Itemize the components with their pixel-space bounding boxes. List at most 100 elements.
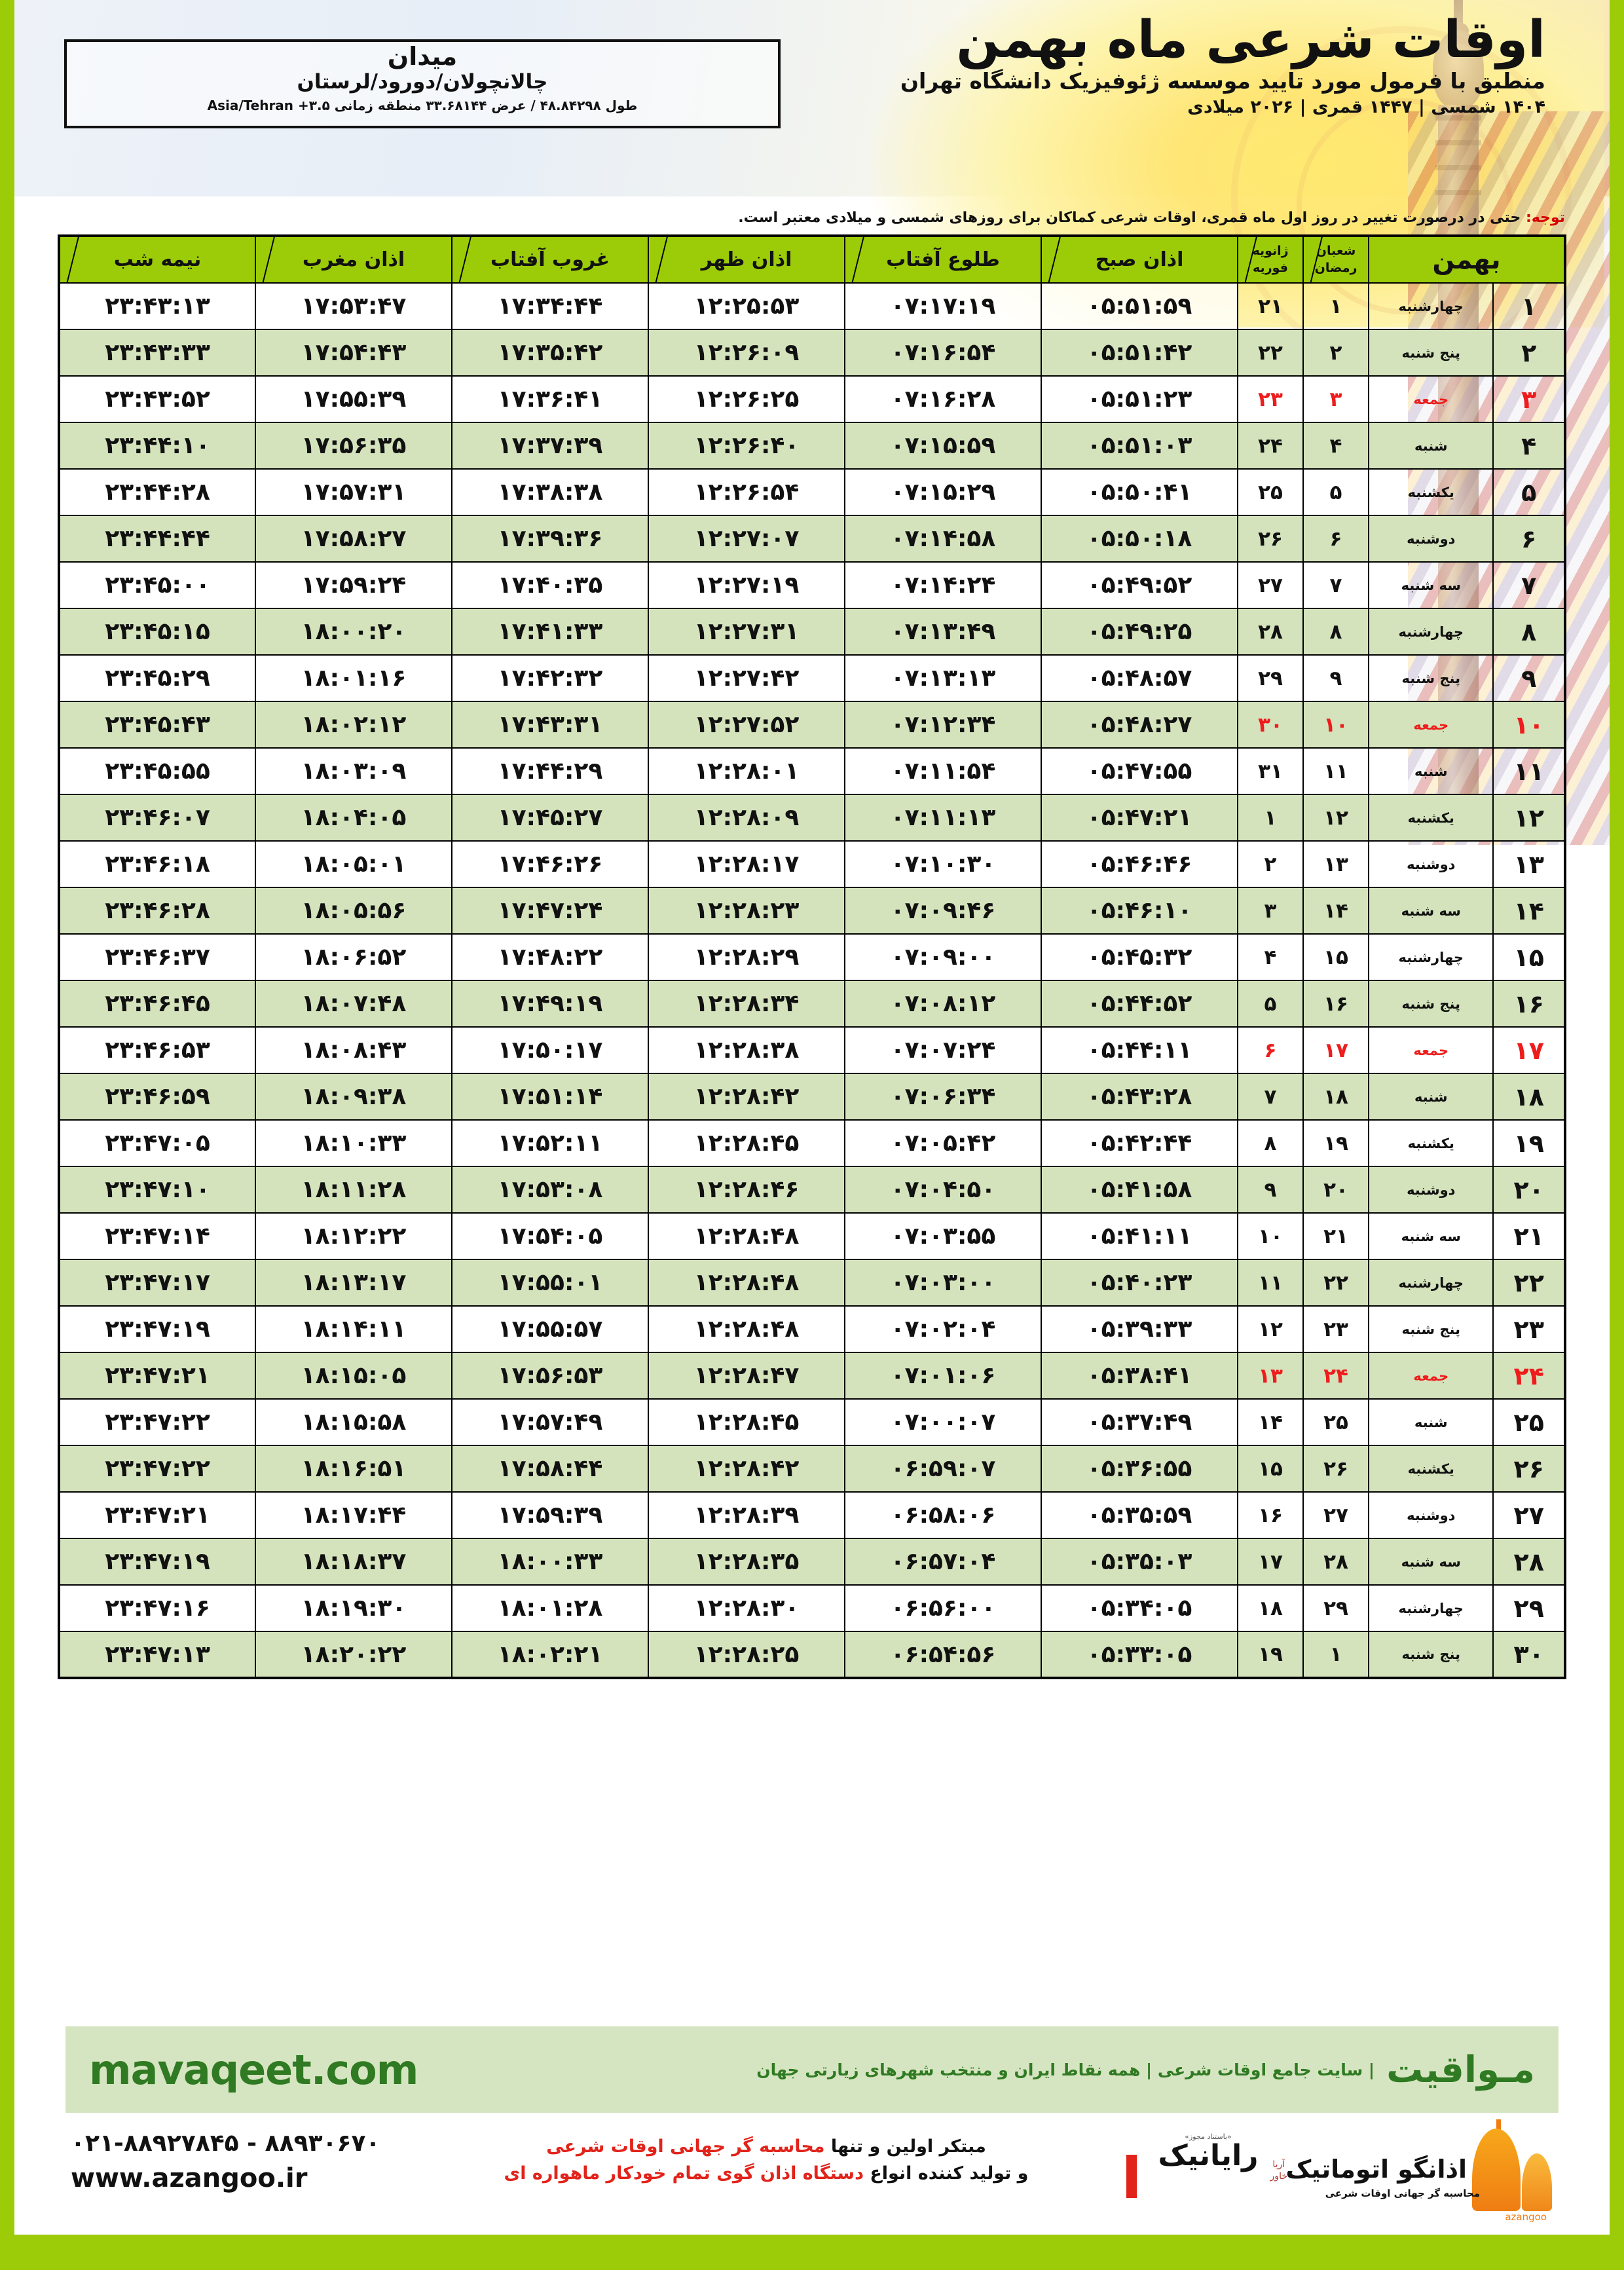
table-row: ۱۴ سه شنبه ۱۴ ۳ ۰۵:۴۶:۱۰ ۰۷:۰۹:۴۶ ۱۲:۲۸:۲۳ ۱۷:۴… xyxy=(58,887,1566,935)
cell-dhuhr-time: ۱۲:۲۷:۳۱ xyxy=(648,608,846,656)
cell-sunrise-time: ۰۷:۱۷:۱۹ xyxy=(844,282,1043,330)
col-header-sunset: غروب آفتاب xyxy=(451,235,650,284)
cell-maghrib-time: ۱۸:۰۸:۴۳ xyxy=(255,1026,453,1074)
cell-hijri-day: ۲ xyxy=(1302,329,1370,377)
cell-midnight-time: ۲۳:۴۳:۳۳ xyxy=(58,329,257,377)
cell-sunset-time: ۱۷:۴۳:۳۱ xyxy=(451,701,650,749)
footer-contact: ۰۲۱-۸۸۹۲۷۸۴۵ - ۸۸۹۳۰۶۷۰ www.azangoo.ir xyxy=(71,2130,437,2193)
table-row: ۲۶ یکشنبه ۲۶ ۱۵ ۰۵:۳۶:۵۵ ۰۶:۵۹:۰۷ ۱۲:۲۸:۴۲ ۱۷:۵… xyxy=(58,1445,1566,1493)
cell-gregorian-day: ۲۵ xyxy=(1237,468,1304,516)
cell-dhuhr-time: ۱۲:۲۸:۴۵ xyxy=(648,1119,846,1167)
cell-midnight-time: ۲۳:۴۳:۵۲ xyxy=(58,375,257,423)
cell-weekday: چهارشنبه xyxy=(1368,282,1494,330)
page-subtitle: منطبق با فرمول مورد تایید موسسه ژئوفیزیک… xyxy=(900,68,1545,94)
cell-maghrib-time: ۱۸:۱۸:۳۷ xyxy=(255,1538,453,1586)
table-row: ۲۸ سه شنبه ۲۸ ۱۷ ۰۵:۳۵:۰۳ ۰۶:۵۷:۰۴ ۱۲:۲۸:۳۵ ۱۸:… xyxy=(58,1538,1566,1586)
cell-weekday: دوشنبه xyxy=(1368,1166,1494,1214)
cell-midnight-time: ۲۳:۴۵:۰۰ xyxy=(58,561,257,609)
promo-domain[interactable]: mavaqeet.com xyxy=(89,2045,418,2094)
cell-bahman-day: ۷ xyxy=(1492,561,1566,609)
cell-fajr-time: ۰۵:۳۸:۴۱ xyxy=(1041,1352,1239,1400)
cell-midnight-time: ۲۳:۴۷:۱۹ xyxy=(58,1538,257,1586)
rayaneek-red-bar-icon xyxy=(1126,2155,1137,2198)
cell-gregorian-day: ۴ xyxy=(1237,933,1304,981)
table-row: ۱۳ دوشنبه ۱۳ ۲ ۰۵:۴۶:۴۶ ۰۷:۱۰:۳۰ ۱۲:۲۸:۱۷ ۱۷:۴۶… xyxy=(58,840,1566,888)
cell-weekday: پنج شنبه xyxy=(1368,1305,1494,1353)
cell-hijri-day: ۱۴ xyxy=(1302,887,1370,935)
rayaneek-name: رایانیک xyxy=(1158,2139,1259,2172)
cell-bahman-day: ۱۹ xyxy=(1492,1119,1566,1167)
cell-sunrise-time: ۰۷:۱۵:۵۹ xyxy=(844,422,1043,470)
cell-gregorian-day: ۱۶ xyxy=(1237,1491,1304,1539)
cell-bahman-day: ۴ xyxy=(1492,422,1566,470)
cell-sunrise-time: ۰۷:۰۹:۰۰ xyxy=(844,933,1043,981)
cell-maghrib-time: ۱۸:۱۳:۱۷ xyxy=(255,1259,453,1307)
cell-maghrib-time: ۱۷:۵۶:۳۵ xyxy=(255,422,453,470)
cell-weekday: جمعه xyxy=(1368,375,1494,423)
table-row: ۵ یکشنبه ۵ ۲۵ ۰۵:۵۰:۴۱ ۰۷:۱۵:۲۹ ۱۲:۲۶:۵۴ ۱۷:۳۸:… xyxy=(58,468,1566,516)
cell-dhuhr-time: ۱۲:۲۸:۰۹ xyxy=(648,794,846,842)
slash-divider-icon xyxy=(650,237,669,282)
cell-midnight-time: ۲۳:۴۷:۲۲ xyxy=(58,1445,257,1493)
cell-weekday: دوشنبه xyxy=(1368,1491,1494,1539)
cell-hijri-day: ۲۵ xyxy=(1302,1398,1370,1446)
table-row: ۱۲ یکشنبه ۱۲ ۱ ۰۵:۴۷:۲۱ ۰۷:۱۱:۱۳ ۱۲:۲۸:۰۹ ۱۷:۴۵… xyxy=(58,794,1566,842)
azangoo-name-en: azangoo xyxy=(1505,2211,1547,2223)
slash-divider-icon xyxy=(257,237,276,282)
cell-bahman-day: ۱۱ xyxy=(1492,747,1566,795)
cell-sunset-time: ۱۷:۵۷:۴۹ xyxy=(451,1398,650,1446)
cell-hijri-day: ۲۳ xyxy=(1302,1305,1370,1353)
table-row: ۲ پنج شنبه ۲ ۲۲ ۰۵:۵۱:۴۲ ۰۷:۱۶:۵۴ ۱۲:۲۶:۰۹ ۱۷:۳… xyxy=(58,329,1566,377)
cell-hijri-day: ۵ xyxy=(1302,468,1370,516)
cell-fajr-time: ۰۵:۴۸:۲۷ xyxy=(1041,701,1239,749)
cell-gregorian-day: ۶ xyxy=(1237,1026,1304,1074)
azangoo-subtitle: محاسبه گر جهانی اوقات شرعی xyxy=(1325,2187,1480,2199)
cell-bahman-day: ۳۰ xyxy=(1492,1631,1566,1679)
cell-weekday: سه شنبه xyxy=(1368,1212,1494,1260)
rayaneek-logo: «باستناد مجوز» رایانیک آریا خاور xyxy=(1126,2132,1290,2211)
cell-gregorian-day: ۳۰ xyxy=(1237,701,1304,749)
table-row: ۲۴ جمعه ۲۴ ۱۳ ۰۵:۳۸:۴۱ ۰۷:۰۱:۰۶ ۱۲:۲۸:۴۷ ۱۷:۵۶:… xyxy=(58,1352,1566,1400)
cell-fajr-time: ۰۵:۳۹:۳۳ xyxy=(1041,1305,1239,1353)
cell-sunrise-time: ۰۷:۱۳:۴۹ xyxy=(844,608,1043,656)
cell-dhuhr-time: ۱۲:۲۸:۴۸ xyxy=(648,1305,846,1353)
cell-hijri-day: ۸ xyxy=(1302,608,1370,656)
cell-fajr-time: ۰۵:۳۶:۵۵ xyxy=(1041,1445,1239,1493)
cell-midnight-time: ۲۳:۴۷:۲۱ xyxy=(58,1491,257,1539)
table-row: ۳۰ پنج شنبه ۱ ۱۹ ۰۵:۳۳:۰۵ ۰۶:۵۴:۵۶ ۱۲:۲۸:۲۵ ۱۸:… xyxy=(58,1631,1566,1679)
table-row: ۷ سه شنبه ۷ ۲۷ ۰۵:۴۹:۵۲ ۰۷:۱۴:۲۴ ۱۲:۲۷:۱۹ ۱۷:۴۰… xyxy=(58,561,1566,609)
cell-gregorian-day: ۱۲ xyxy=(1237,1305,1304,1353)
cell-sunset-time: ۱۷:۵۸:۴۴ xyxy=(451,1445,650,1493)
cell-weekday: پنج شنبه xyxy=(1368,329,1494,377)
cell-dhuhr-time: ۱۲:۲۷:۴۲ xyxy=(648,654,846,702)
table-row: ۳ جمعه ۳ ۲۳ ۰۵:۵۱:۲۳ ۰۷:۱۶:۲۸ ۱۲:۲۶:۲۵ ۱۷:۳۶:۴۱… xyxy=(58,375,1566,423)
cell-sunset-time: ۱۷:۴۹:۱۹ xyxy=(451,980,650,1028)
footer-green-bar xyxy=(0,2235,1624,2270)
cell-bahman-day: ۱۶ xyxy=(1492,980,1566,1028)
cell-sunset-time: ۱۷:۵۳:۰۸ xyxy=(451,1166,650,1214)
cell-gregorian-day: ۵ xyxy=(1237,980,1304,1028)
cell-gregorian-day: ۱۵ xyxy=(1237,1445,1304,1493)
cell-maghrib-time: ۱۸:۱۴:۱۱ xyxy=(255,1305,453,1353)
cell-midnight-time: ۲۳:۴۶:۳۷ xyxy=(58,933,257,981)
cell-weekday: سه شنبه xyxy=(1368,1538,1494,1586)
right-green-edge xyxy=(1610,0,1624,2235)
cell-sunrise-time: ۰۷:۱۳:۱۳ xyxy=(844,654,1043,702)
cell-sunrise-time: ۰۶:۵۸:۰۶ xyxy=(844,1491,1043,1539)
cell-midnight-time: ۲۳:۴۷:۱۷ xyxy=(58,1259,257,1307)
cell-sunset-time: ۱۷:۵۵:۰۱ xyxy=(451,1259,650,1307)
cell-sunset-time: ۱۸:۰۰:۳۳ xyxy=(451,1538,650,1586)
cell-dhuhr-time: ۱۲:۲۵:۵۳ xyxy=(648,282,846,330)
cell-sunset-time: ۱۷:۳۸:۳۸ xyxy=(451,468,650,516)
cell-gregorian-day: ۲۱ xyxy=(1237,282,1304,330)
cell-hijri-day: ۲۴ xyxy=(1302,1352,1370,1400)
cell-sunrise-time: ۰۶:۵۷:۰۴ xyxy=(844,1538,1043,1586)
table-row: ۶ دوشنبه ۶ ۲۶ ۰۵:۵۰:۱۸ ۰۷:۱۴:۵۸ ۱۲:۲۷:۰۷ ۱۷:۳۹:… xyxy=(58,515,1566,563)
cell-hijri-day: ۲۸ xyxy=(1302,1538,1370,1586)
footer-website[interactable]: www.azangoo.ir xyxy=(71,2163,308,2193)
cell-weekday: چهارشنبه xyxy=(1368,608,1494,656)
cell-weekday: یکشنبه xyxy=(1368,1445,1494,1493)
cell-midnight-time: ۲۳:۴۷:۱۶ xyxy=(58,1584,257,1632)
cell-sunset-time: ۱۷:۵۴:۰۵ xyxy=(451,1212,650,1260)
cell-hijri-day: ۲۷ xyxy=(1302,1491,1370,1539)
